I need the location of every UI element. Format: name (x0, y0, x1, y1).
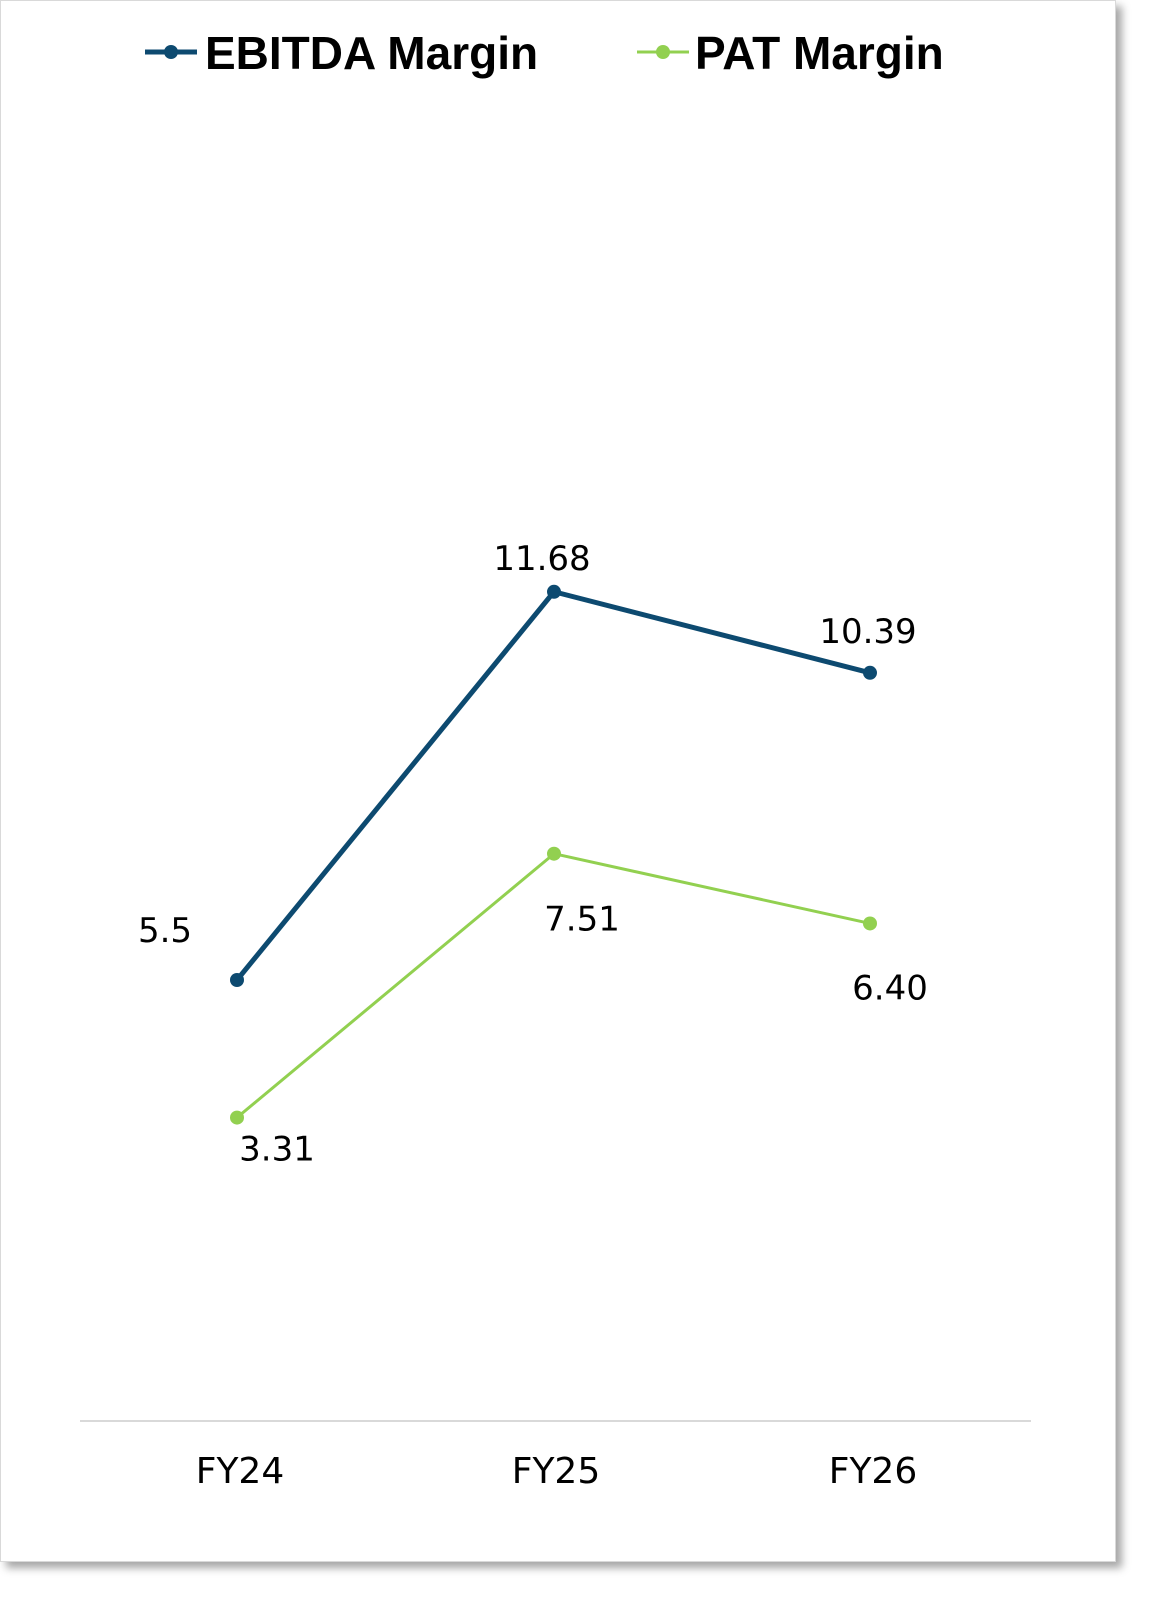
data-label-ebitda: 10.39 (819, 612, 916, 652)
data-point-pat (230, 1110, 244, 1125)
legend-ebitda-label: EBITDA Margin (205, 27, 538, 79)
x-tick-label: FY26 (829, 1451, 918, 1492)
data-point-ebitda (547, 584, 561, 599)
x-tick-label: FY25 (512, 1451, 601, 1492)
data-point-ebitda (230, 972, 244, 987)
x-axis-ticks: FY24 FY25 FY26 (196, 1451, 918, 1492)
data-point-pat (863, 916, 877, 931)
data-point-ebitda (863, 665, 877, 680)
legend: EBITDA Margin PAT Margin (145, 27, 944, 79)
legend-ebitda-marker (164, 45, 178, 59)
data-label-pat: 3.31 (239, 1130, 315, 1170)
data-label-ebitda: 5.5 (138, 911, 192, 951)
data-label-ebitda: 11.68 (493, 539, 590, 579)
chart-frame (0, 0, 1116, 1562)
legend-pat-label: PAT Margin (695, 27, 944, 79)
series-layer: 5.5 11.68 10.39 3.31 7.51 6.40 (138, 539, 928, 1170)
series-line-pat (236, 852, 871, 1119)
legend-pat-marker (656, 45, 670, 59)
data-point-pat (547, 846, 561, 861)
data-label-pat: 6.40 (852, 968, 928, 1008)
data-label-pat: 7.51 (544, 900, 620, 940)
x-tick-label: FY24 (196, 1451, 285, 1492)
